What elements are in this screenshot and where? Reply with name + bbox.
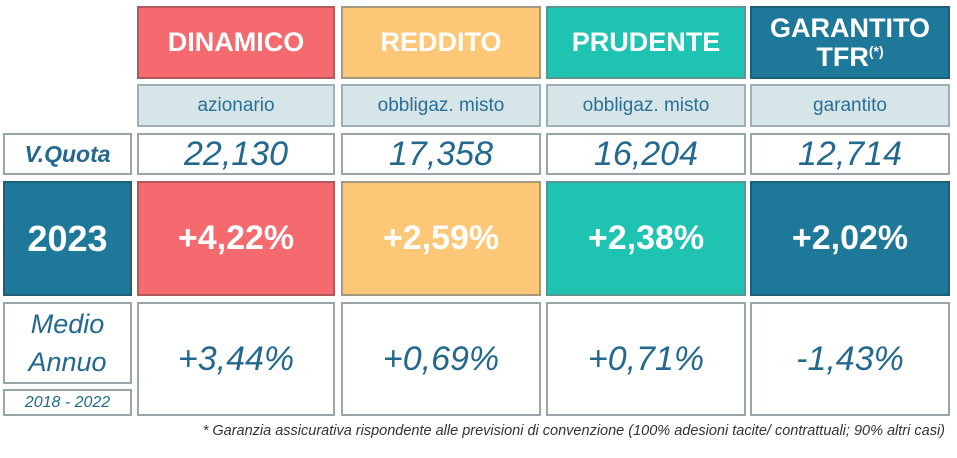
year-return-garantito: +2,02% <box>750 181 950 296</box>
year-return: +2,02% <box>791 219 909 257</box>
medio-annuo-label: Medio Annuo <box>3 302 132 384</box>
fund-type-reddito: obbligaz. misto <box>341 84 541 127</box>
year-return: +4,22% <box>177 219 295 257</box>
fund-type-garantito: garantito <box>750 84 950 127</box>
year-label-text: 2023 <box>27 217 108 259</box>
quota-value-garantito: 12,714 <box>750 133 950 175</box>
avg-return: +0,69% <box>382 339 500 378</box>
year-return-dinamico: +4,22% <box>137 181 335 296</box>
footnote: * Garanzia assicurativa rispondente alle… <box>202 423 945 439</box>
quota-value: 12,714 <box>798 134 902 173</box>
fund-name: PRUDENTE <box>571 27 721 57</box>
fund-header-reddito: REDDITO <box>341 6 541 79</box>
fund-header-garantito: GARANTITO TFR(*) <box>750 6 950 79</box>
quota-value: 22,130 <box>184 134 288 173</box>
quota-value: 17,358 <box>389 134 493 173</box>
quota-value: 16,204 <box>594 134 698 173</box>
fund-type: garantito <box>813 94 887 116</box>
fund-name: GARANTITO <box>770 12 930 43</box>
year-return: +2,59% <box>382 219 500 257</box>
avg-return: -1,43% <box>796 339 904 378</box>
fund-type: azionario <box>197 94 275 116</box>
period-label-text: 2018 - 2022 <box>24 393 111 411</box>
year-return-reddito: +2,59% <box>341 181 541 296</box>
fund-name-line2: TFR <box>816 41 869 72</box>
quota-label: V.Quota <box>3 133 132 175</box>
avg-return: +3,44% <box>177 339 295 378</box>
fund-type-dinamico: azionario <box>137 84 335 127</box>
medio-label-line1: Medio <box>30 309 105 339</box>
fund-type: obbligaz. misto <box>377 94 505 116</box>
year-return: +2,38% <box>587 219 705 257</box>
avg-return-reddito: +0,69% <box>341 302 541 416</box>
fund-name-wrap: GARANTITO TFR(*) <box>770 12 930 72</box>
fund-header-prudente: PRUDENTE <box>546 6 746 79</box>
quota-value-dinamico: 22,130 <box>137 133 335 175</box>
period-label: 2018 - 2022 <box>3 389 132 416</box>
medio-label-line2: Annuo <box>28 347 107 377</box>
fund-header-dinamico: DINAMICO <box>137 6 335 79</box>
quota-value-reddito: 17,358 <box>341 133 541 175</box>
avg-return-dinamico: +3,44% <box>137 302 335 416</box>
fund-name: DINAMICO <box>167 27 305 57</box>
fund-type: obbligaz. misto <box>582 94 710 116</box>
quota-label-text: V.Quota <box>24 140 111 167</box>
avg-return-prudente: +0,71% <box>546 302 746 416</box>
avg-return: +0,71% <box>587 339 705 378</box>
avg-return-garantito: -1,43% <box>750 302 950 416</box>
fund-type-prudente: obbligaz. misto <box>546 84 746 127</box>
fund-name-sup: (*) <box>868 42 884 59</box>
year-return-prudente: +2,38% <box>546 181 746 296</box>
year-label: 2023 <box>3 181 132 296</box>
fund-name: REDDITO <box>380 27 502 57</box>
quota-value-prudente: 16,204 <box>546 133 746 175</box>
